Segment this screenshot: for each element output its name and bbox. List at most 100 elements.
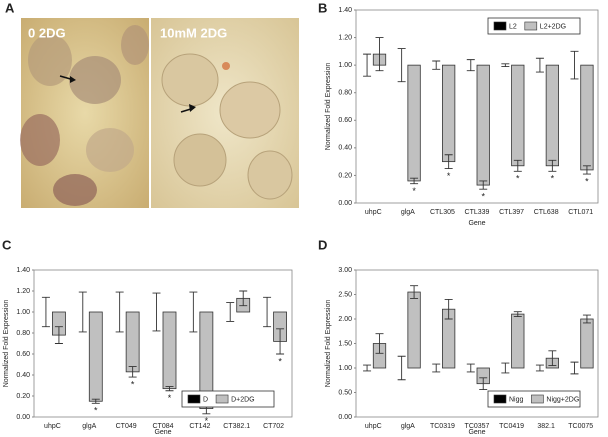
x-tick-label: TC0319: [430, 423, 455, 430]
x-tick-label: CT142: [189, 423, 210, 430]
error-bar: [479, 180, 488, 190]
y-axis-label: Normalized Fold Expression: [325, 63, 332, 151]
x-tick-label: TC0419: [499, 423, 524, 430]
panel-letter: B: [318, 0, 327, 15]
y-tick-label: 0.20: [16, 393, 30, 400]
x-tick-label: CT702: [263, 423, 284, 430]
y-tick-label: 0.00: [338, 200, 352, 207]
chart: 0.00 0.20 0.40 0.60 0.80 1.00 1.20 1.40 uhpC glgA…: [318, 0, 599, 227]
x-axis-label: Gene: [154, 429, 171, 436]
legend-swatch: [493, 21, 507, 31]
y-tick-label: 0.60: [16, 351, 30, 358]
cell: [121, 25, 149, 65]
y-tick-label: 0.80: [16, 330, 30, 337]
x-tick-label: glgA: [401, 209, 415, 216]
cell: [53, 174, 97, 206]
error-bar: [501, 63, 510, 67]
error-bar: [115, 291, 124, 333]
bar: [580, 64, 594, 171]
significance-marker: *: [551, 174, 555, 184]
panel-letter: D: [318, 237, 327, 252]
y-tick-label: 1.20: [16, 288, 30, 295]
cell: [86, 128, 134, 172]
y-tick-label: 1.40: [16, 267, 30, 274]
y-tick-label: 0.00: [16, 414, 30, 421]
image-label: 10mM 2DG: [160, 25, 227, 40]
significance-marker: *: [516, 174, 520, 184]
cell: [247, 150, 293, 200]
legend-label: D+2DG: [231, 396, 255, 403]
y-tick-label: 0.40: [338, 145, 352, 152]
y-tick-label: 2.50: [338, 291, 352, 298]
error-bar: [479, 377, 488, 391]
significance-marker: *: [94, 406, 98, 416]
y-tick-label: 0.00: [338, 414, 352, 421]
y-tick-label: 2.00: [338, 316, 352, 323]
legend-swatch: [187, 394, 201, 404]
error-bar: [54, 326, 63, 344]
significance-marker: *: [131, 379, 135, 389]
error-bar: [432, 60, 441, 70]
x-tick-label: CT084: [152, 423, 173, 430]
bar: [511, 64, 525, 167]
error-bar: [78, 291, 87, 333]
cell: [69, 56, 121, 104]
error-bar: [466, 363, 475, 373]
error-bar: [444, 298, 453, 320]
y-tick-label: 0.80: [338, 90, 352, 97]
error-bar: [501, 362, 510, 374]
legend-label: Nigg+2DG: [546, 396, 579, 403]
cell: [20, 114, 60, 166]
cell: [173, 133, 227, 187]
x-tick-label: glgA: [82, 423, 96, 430]
error-bar: [548, 350, 557, 366]
error-bar: [263, 296, 272, 328]
y-tick-label: 1.40: [338, 7, 352, 14]
bar: [407, 64, 421, 182]
image-label: 0 2DG: [28, 25, 66, 40]
plot-frame: [33, 269, 293, 418]
error-bar: [397, 48, 406, 83]
x-axis-label: Gene: [468, 429, 485, 436]
bar: [442, 64, 456, 163]
x-tick-label: uhpC: [365, 423, 382, 430]
bar: [476, 64, 490, 186]
error-bar: [444, 154, 453, 169]
panel-letter: A: [5, 0, 15, 15]
y-tick-label: 1.00: [16, 309, 30, 316]
error-bar: [570, 50, 579, 80]
significance-marker: *: [585, 176, 589, 186]
error-bar: [410, 177, 419, 185]
cell: [219, 81, 281, 139]
y-axis-label: Normalized Fold Expression: [3, 300, 10, 388]
y-tick-label: 3.00: [338, 267, 352, 274]
error-bar: [165, 386, 174, 392]
y-tick-label: 1.50: [338, 340, 352, 347]
plot-frame: [355, 9, 599, 204]
x-axis-label: Gene: [468, 220, 485, 227]
bar: [125, 311, 140, 373]
error-bar: [363, 364, 372, 372]
y-tick-label: 0.20: [338, 172, 352, 179]
legend-swatch: [524, 21, 538, 31]
bar: [88, 311, 103, 402]
legend-swatch: [493, 394, 507, 404]
x-tick-label: uhpC: [44, 423, 61, 430]
error-bar: [41, 296, 50, 328]
error-bar: [432, 363, 441, 373]
error-bar: [91, 398, 100, 404]
error-bar: [570, 361, 579, 375]
bar: [407, 291, 421, 369]
y-tick-label: 0.40: [16, 372, 30, 379]
chart: 0.00 0.50 1.00 1.50 2.00 2.50 3.00 uhpC glgA TC03…: [318, 237, 599, 436]
significance-marker: *: [205, 416, 209, 426]
y-tick-label: 0.50: [338, 389, 352, 396]
bar: [162, 311, 177, 390]
x-tick-label: TC0357: [465, 423, 490, 430]
x-tick-label: CT049: [116, 423, 137, 430]
significance-marker: *: [278, 356, 282, 366]
legend-label: D: [203, 396, 208, 403]
error-bar: [535, 364, 544, 372]
y-tick-label: 1.20: [338, 34, 352, 41]
x-tick-label: glgA: [401, 423, 415, 430]
